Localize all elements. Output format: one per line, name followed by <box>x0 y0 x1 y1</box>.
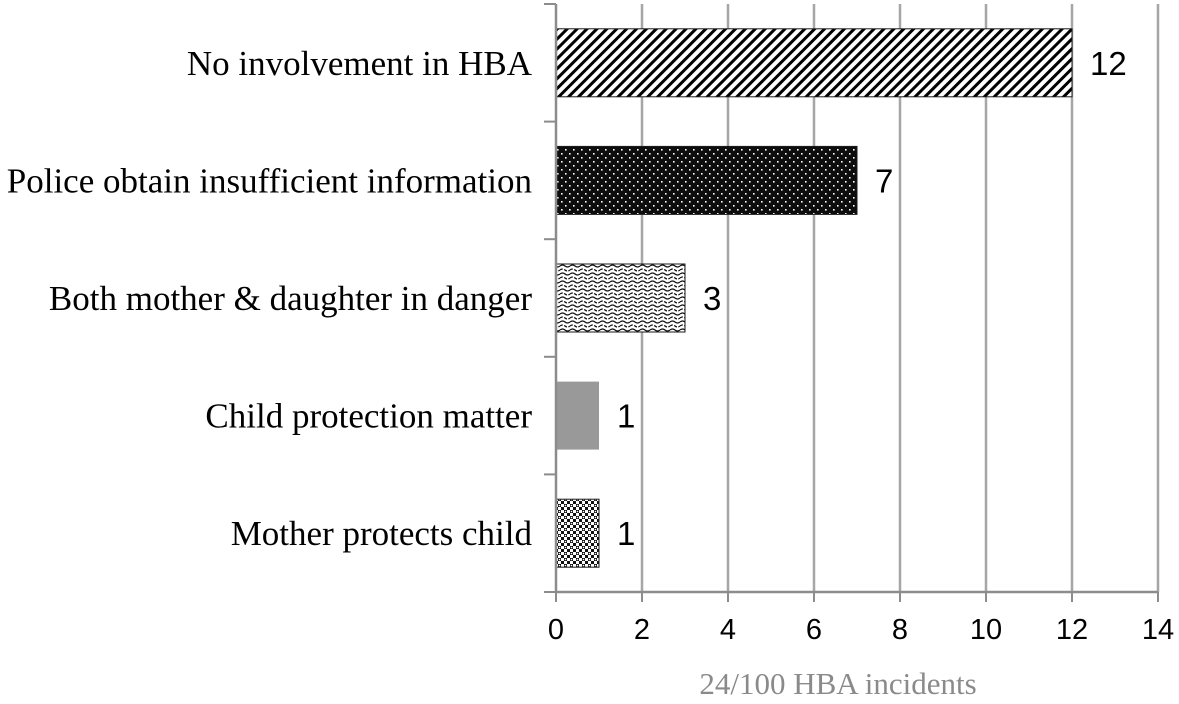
bar <box>555 263 686 333</box>
category-label: Both mother & daughter in danger <box>49 279 532 318</box>
bar <box>555 28 1073 98</box>
x-tick-label: 12 <box>1056 614 1088 646</box>
data-label: 3 <box>703 280 721 317</box>
x-tick-label: 4 <box>720 614 736 646</box>
data-label: 7 <box>875 162 893 199</box>
grid-lines <box>640 4 1160 592</box>
category-label: Child protection matter <box>205 397 532 436</box>
x-tick-label: 14 <box>1142 614 1174 646</box>
category-label: Mother protects child <box>231 514 533 553</box>
x-tick-label: 10 <box>970 614 1002 646</box>
data-label: 1 <box>617 515 635 552</box>
data-label: 1 <box>617 398 635 435</box>
bars <box>555 28 1073 568</box>
x-tick-label: 8 <box>892 614 908 646</box>
category-label: Police obtain insufficient information <box>7 161 532 200</box>
labels: 0 2 4 6 8 10 12 14 No involvement in HBA 12 Police… <box>7 44 1174 646</box>
x-tick-label: 0 <box>548 614 564 646</box>
x-axis-title: 24/100 HBA incidents <box>699 666 976 701</box>
axes <box>544 3 1159 602</box>
x-tick-label: 6 <box>806 614 822 646</box>
bar <box>555 498 600 568</box>
bar <box>556 381 599 450</box>
data-label: 12 <box>1090 45 1127 82</box>
bar <box>555 145 858 215</box>
category-label: No involvement in HBA <box>187 44 533 83</box>
x-tick-label: 2 <box>634 614 650 646</box>
